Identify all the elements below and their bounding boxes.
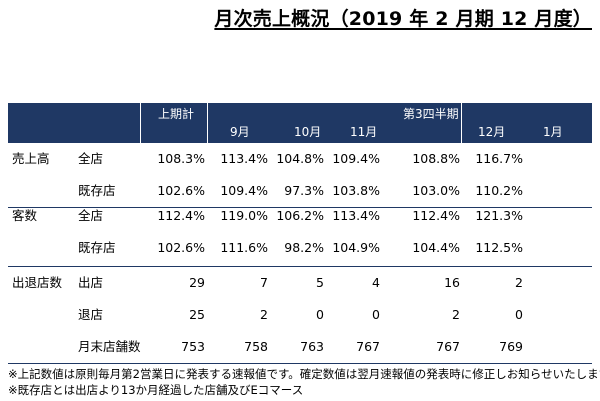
table-header: 上期計 第3四半期 9月 10月 11月 12月 1月 [8, 103, 592, 143]
table-row: 客数 全店 112.4% 119.0% 106.2% 113.4% 112.4%… [8, 200, 592, 232]
cell-oct: 97.3% [284, 183, 324, 198]
header-month: 10月 [294, 125, 322, 139]
header-month: 12月 [478, 125, 506, 139]
cell-oct: 763 [300, 339, 324, 354]
cell-jan [523, 143, 583, 175]
cell-nov: 113.4% [332, 208, 380, 223]
page-title: 月次売上概況（2019 年 2 月期 12 月度） [214, 8, 592, 30]
table-row: 売上高 全店 108.3% 113.4% 104.8% 109.4% 108.8… [8, 143, 592, 175]
data-table: 売上高 全店 108.3% 113.4% 104.8% 109.4% 108.8… [8, 143, 592, 207]
cell-nov: 104.9% [332, 240, 380, 255]
cell-q3: 2 [452, 307, 460, 322]
cell-first-half: 753 [181, 339, 205, 354]
cell-q3: 108.8% [412, 151, 460, 166]
cell-jan [523, 331, 583, 363]
cell-q3: 104.4% [412, 240, 460, 255]
group-divider [8, 207, 592, 208]
cell-nov: 109.4% [332, 151, 380, 166]
row-label: 退店 [78, 307, 104, 322]
cell-sep: 119.0% [220, 208, 268, 223]
cell-oct: 5 [316, 275, 324, 290]
group-label: 出退店数 [12, 275, 63, 290]
cell-q3: 767 [436, 339, 460, 354]
cell-dec: 2 [515, 275, 523, 290]
cell-first-half: 25 [189, 307, 205, 322]
table-row: 既存店 102.6% 109.4% 97.3% 103.8% 103.0% 11… [8, 175, 592, 207]
cell-q3: 112.4% [412, 208, 460, 223]
footnote: ※既存店とは出店より13か月経過した店舗及びEコマース [8, 383, 304, 397]
table-row: 出退店数 出店 29 7 5 4 16 2 [8, 267, 592, 299]
table-row: 退店 25 2 0 0 2 0 [8, 299, 592, 331]
cell-jan [523, 232, 583, 264]
header-q3: 第3四半期 [403, 107, 459, 121]
row-label: 出店 [78, 275, 104, 290]
row-label: 既存店 [78, 183, 116, 198]
cell-nov: 767 [356, 339, 380, 354]
cell-dec: 769 [499, 339, 523, 354]
table-row: 月末店舗数 753 758 763 767 767 769 [8, 331, 592, 363]
cell-dec: 0 [515, 307, 523, 322]
header-month: 9月 [230, 125, 250, 139]
cell-jan [523, 267, 583, 299]
table-bottom-border [8, 363, 592, 364]
cell-jan [523, 200, 583, 232]
cell-q3: 103.0% [412, 183, 460, 198]
header-divider [140, 103, 141, 143]
cell-oct: 104.8% [276, 151, 324, 166]
cell-sep: 2 [260, 307, 268, 322]
cell-first-half: 102.6% [157, 183, 205, 198]
cell-dec: 110.2% [475, 183, 523, 198]
cell-dec: 116.7% [475, 151, 523, 166]
cell-first-half: 102.6% [157, 240, 205, 255]
cell-first-half: 108.3% [157, 151, 205, 166]
table-row: 既存店 102.6% 111.6% 98.2% 104.9% 104.4% 11… [8, 232, 592, 264]
cell-jan [523, 299, 583, 331]
cell-sep: 109.4% [220, 183, 268, 198]
cell-oct: 106.2% [276, 208, 324, 223]
group-label: 客数 [12, 208, 38, 223]
header-month: 11月 [350, 125, 378, 139]
cell-nov: 0 [372, 307, 380, 322]
cell-nov: 103.8% [332, 183, 380, 198]
cell-first-half: 112.4% [157, 208, 205, 223]
cell-sep: 111.6% [220, 240, 268, 255]
cell-dec: 121.3% [475, 208, 523, 223]
group-divider [8, 266, 592, 267]
row-label: 全店 [78, 208, 104, 223]
cell-dec: 112.5% [475, 240, 523, 255]
cell-first-half: 29 [189, 275, 205, 290]
header-first-half: 上期計 [158, 107, 195, 121]
footnote: ※上記数値は原則毎月第2営業日に発表する速報値です。確定数値は翌月速報値の発表時… [8, 367, 600, 381]
cell-sep: 113.4% [220, 151, 268, 166]
header-divider [207, 103, 208, 143]
data-table: 出退店数 出店 29 7 5 4 16 2 退店 25 2 0 0 2 0 月末… [8, 267, 592, 363]
header-month: 1月 [543, 125, 563, 139]
group-label: 売上高 [12, 151, 50, 166]
cell-sep: 7 [260, 275, 268, 290]
row-label: 月末店舗数 [78, 339, 141, 354]
cell-sep: 758 [244, 339, 268, 354]
header-divider [461, 103, 462, 143]
cell-nov: 4 [372, 275, 380, 290]
cell-oct: 98.2% [284, 240, 324, 255]
data-table: 客数 全店 112.4% 119.0% 106.2% 113.4% 112.4%… [8, 200, 592, 264]
row-label: 既存店 [78, 240, 116, 255]
cell-q3: 16 [444, 275, 460, 290]
row-label: 全店 [78, 151, 104, 166]
cell-oct: 0 [316, 307, 324, 322]
